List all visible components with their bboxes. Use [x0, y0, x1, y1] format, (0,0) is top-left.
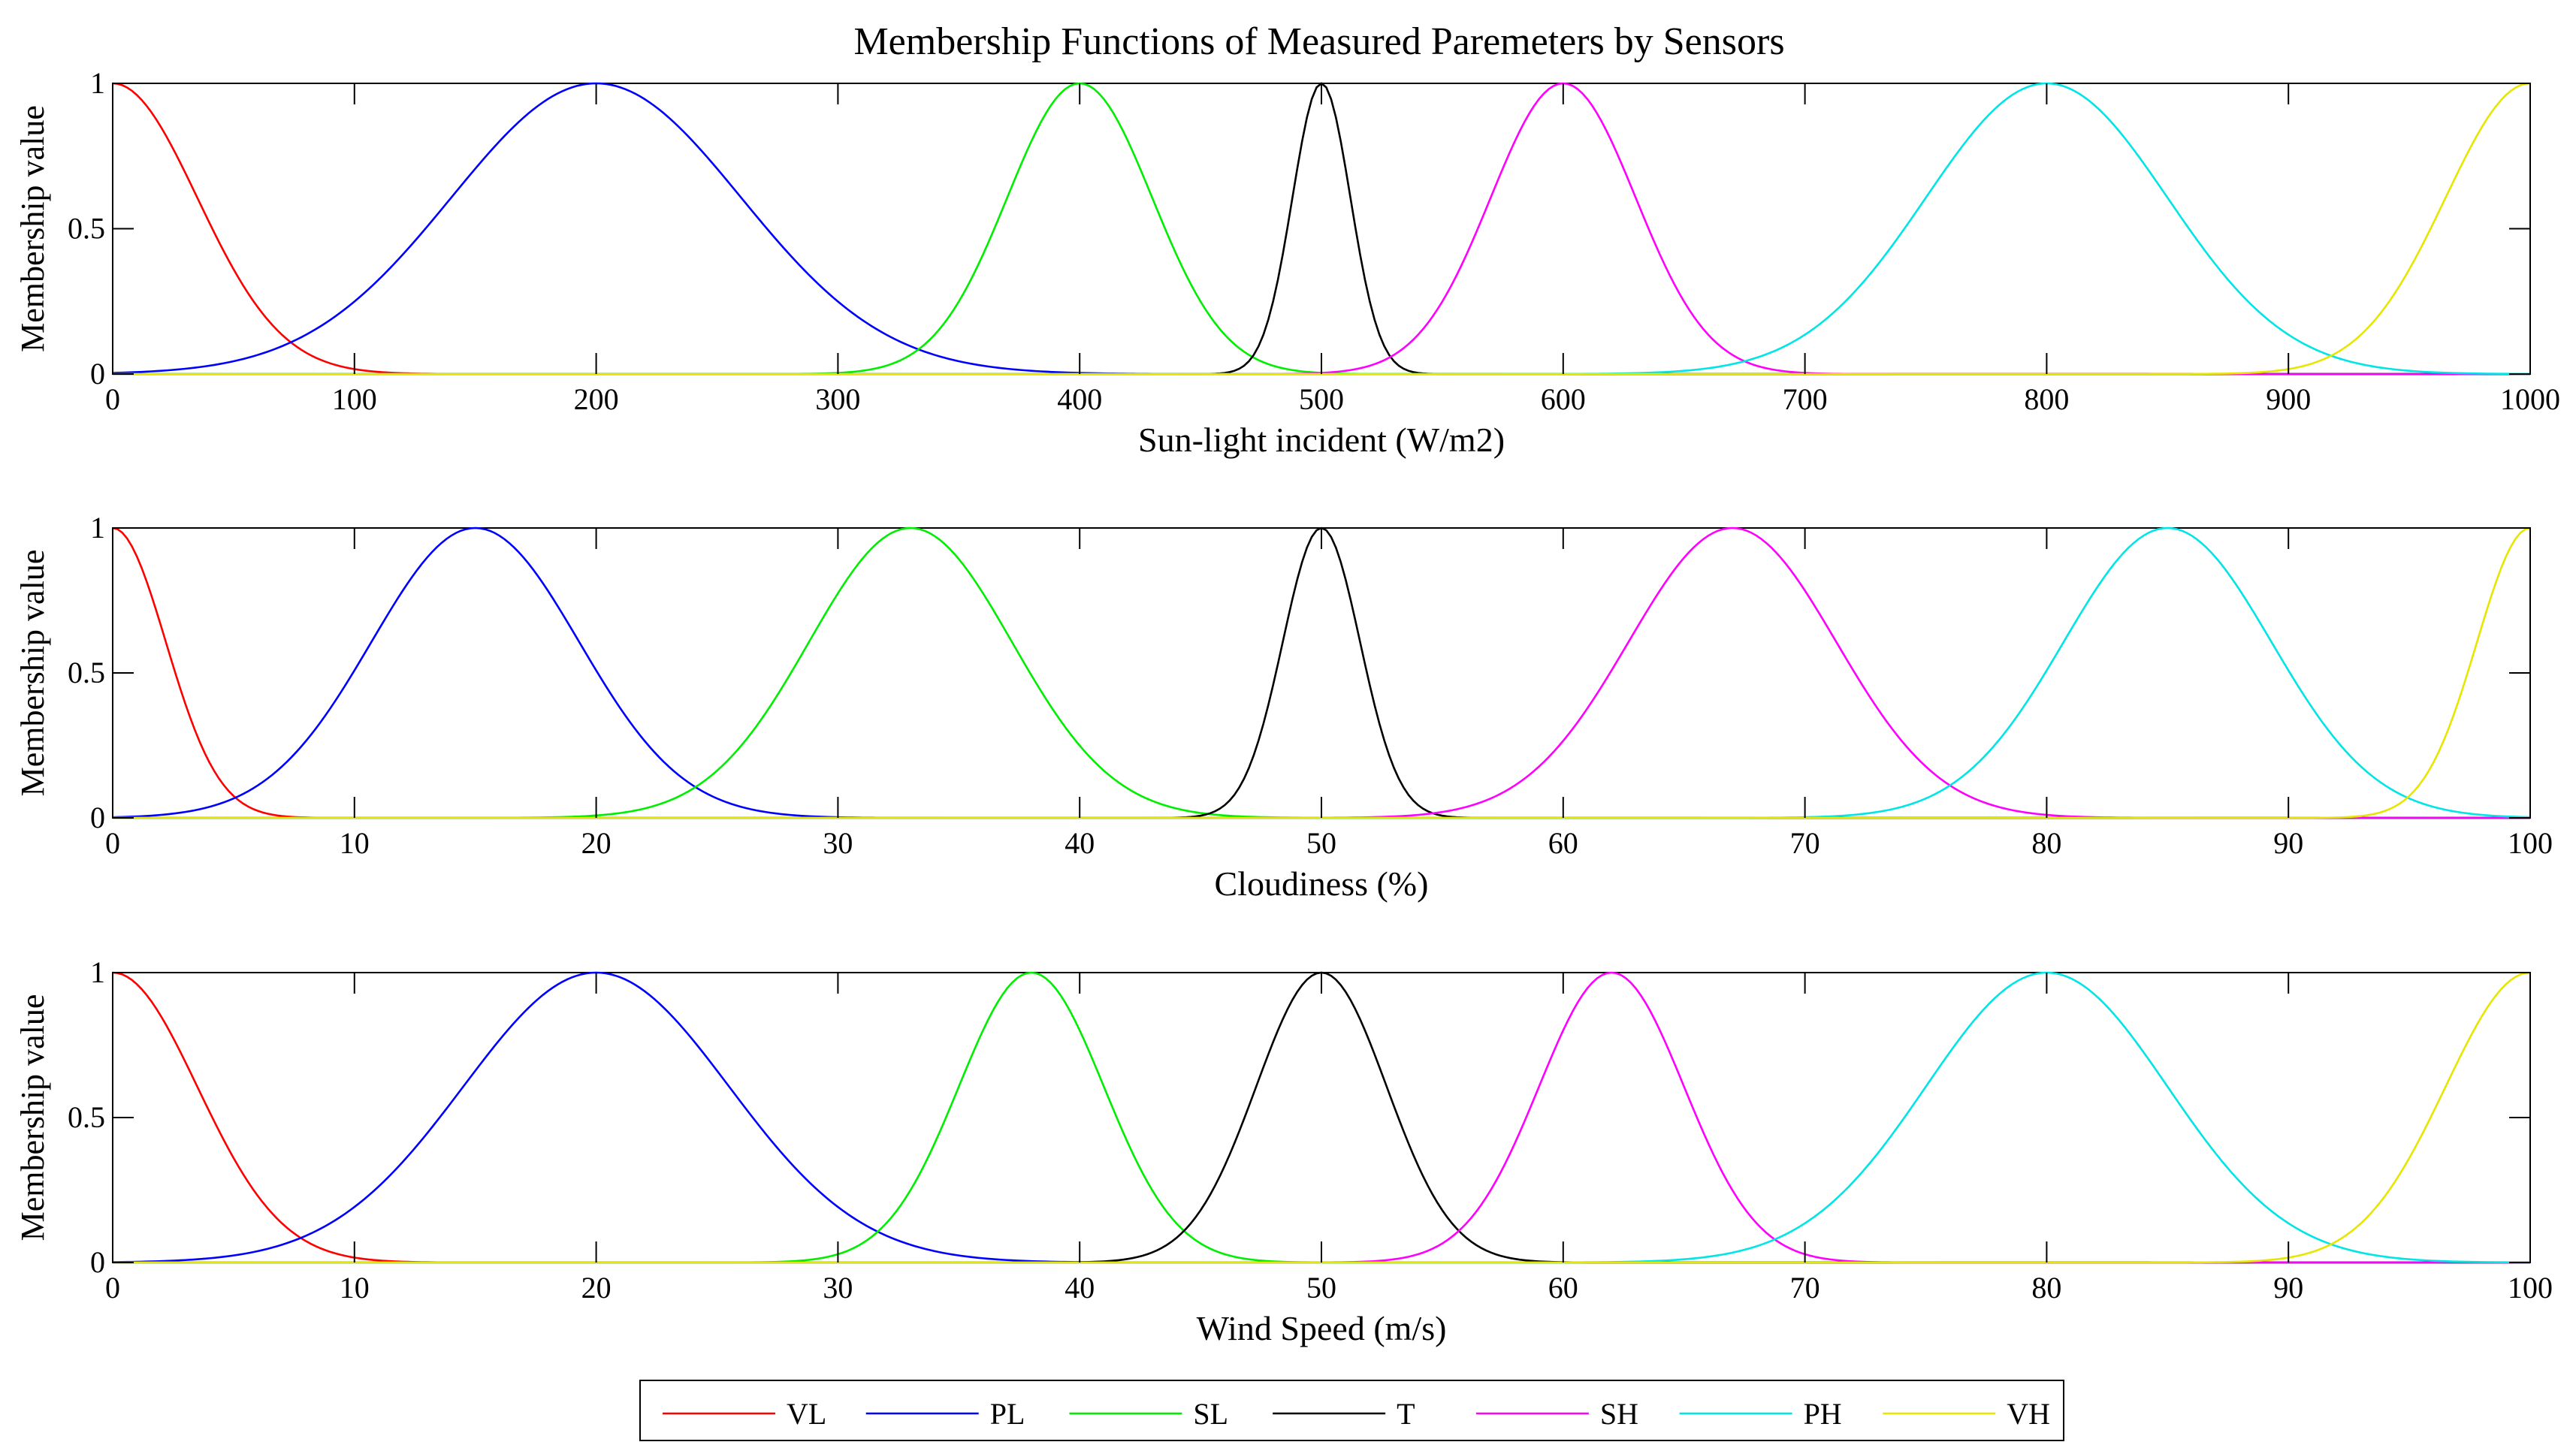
chart-panel-1: 0 100 200 300 400 500 600 700 800 900 1000 0 0.5 1 Sun…: [14, 66, 2560, 459]
y-axis-label: Membership value: [14, 105, 51, 352]
plot-area: [112, 972, 2531, 1263]
y-tick-label: 1: [90, 511, 105, 545]
chart-panel-3: 0 10 20 30 40 50 60 70 80 90 100 0 0.5 1 Wind Speed (m…: [14, 955, 2553, 1347]
x-axis-label: Wind Speed (m/s): [1197, 1309, 1447, 1347]
y-tick-label: 0: [90, 801, 105, 834]
x-tick-label: 0: [105, 382, 120, 416]
x-tick-label: 700: [1783, 382, 1828, 416]
plot-area: [112, 527, 2531, 819]
y-tick-label: 0: [90, 357, 105, 391]
x-tick-label: 100: [332, 382, 377, 416]
x-axis-label: Sun-light incident (W/m2): [1138, 421, 1505, 459]
y-tick-label: 1: [90, 955, 105, 989]
x-tick-label: 300: [815, 382, 860, 416]
x-tick-label: 60: [1548, 826, 1578, 860]
x-tick-label: 900: [2266, 382, 2311, 416]
x-tick-label: 0: [105, 826, 120, 860]
x-tick-label: 30: [823, 1271, 853, 1305]
x-tick-label: 0: [105, 1271, 120, 1305]
x-tick-label: 50: [1306, 826, 1336, 860]
x-tick-label: 500: [1299, 382, 1344, 416]
x-tick-label: 200: [574, 382, 619, 416]
x-tick-label: 600: [1541, 382, 1586, 416]
x-tick-label: 1000: [2500, 382, 2560, 416]
legend-label-vl: VL: [787, 1397, 826, 1431]
x-tick-label: 10: [340, 826, 370, 860]
x-tick-label: 20: [581, 1271, 612, 1305]
legend-label-ph: PH: [1804, 1397, 1842, 1431]
x-tick-label: 90: [2273, 1271, 2303, 1305]
x-tick-label: 10: [340, 1271, 370, 1305]
legend-label-t: T: [1397, 1397, 1415, 1431]
y-tick-label: 0: [90, 1245, 105, 1279]
legend-label-sl: SL: [1193, 1397, 1228, 1431]
x-tick-label: 400: [1057, 382, 1102, 416]
x-tick-label: 800: [2024, 382, 2069, 416]
x-tick-label: 40: [1065, 826, 1095, 860]
y-axis-label: Membership value: [14, 994, 51, 1241]
legend-label-sh: SH: [1600, 1397, 1638, 1431]
x-tick-label: 90: [2273, 826, 2303, 860]
x-tick-label: 80: [2031, 826, 2061, 860]
chart-panel-2: 0 10 20 30 40 50 60 70 80 90 100 0 0.5 1 Cloudiness (%…: [14, 511, 2553, 903]
x-tick-label: 60: [1548, 1271, 1578, 1305]
x-axis-label: Cloudiness (%): [1215, 864, 1429, 903]
y-tick-label: 0.5: [68, 212, 105, 246]
x-tick-label: 100: [2508, 826, 2553, 860]
x-tick-label: 70: [1790, 1271, 1820, 1305]
y-tick-label: 0.5: [68, 656, 105, 689]
legend-box: [639, 1380, 2064, 1441]
y-tick-label: 1: [90, 66, 105, 100]
figure-title: Membership Functions of Measured Paremet…: [853, 20, 1784, 63]
y-axis-label: Membership value: [14, 550, 51, 797]
chart-panels: 0 100 200 300 400 500 600 700 800 900 100000.51Sun…: [14, 66, 2560, 1347]
legend: VL PL SL T SH PH VH: [639, 1380, 2064, 1441]
x-tick-label: 30: [823, 826, 853, 860]
x-tick-label: 70: [1790, 826, 1820, 860]
plot-area: [112, 83, 2531, 375]
x-tick-label: 40: [1065, 1271, 1095, 1305]
x-tick-label: 100: [2508, 1271, 2553, 1305]
legend-label-pl: PL: [990, 1397, 1025, 1431]
x-tick-label: 80: [2031, 1271, 2061, 1305]
x-tick-label: 50: [1306, 1271, 1336, 1305]
legend-label-vh: VH: [2007, 1397, 2050, 1431]
x-tick-label: 20: [581, 826, 612, 860]
y-tick-label: 0.5: [68, 1100, 105, 1134]
